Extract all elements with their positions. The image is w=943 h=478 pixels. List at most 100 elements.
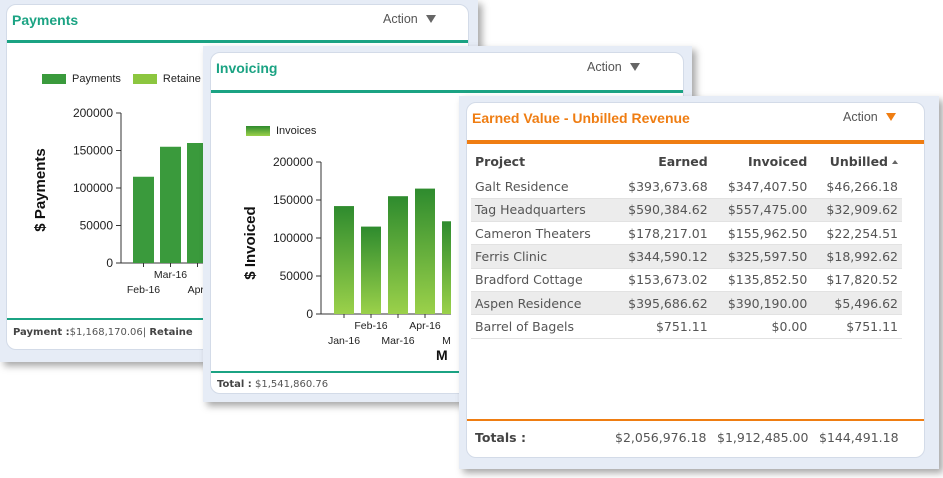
invoicing-chart: $ Invoiced 0 50000 100000 150000 200000 Jan-16… [242,155,451,347]
totals-label: Totals : [475,430,526,445]
y-axis-title: $ Invoiced [242,206,259,279]
cell-earned: $153,673.02 [612,268,712,292]
cell-unbilled: $32,909.62 [811,198,902,223]
cell-earned: $395,686.62 [612,291,712,316]
table-row[interactable]: Barrel of Bagels $751.11 $0.00 $751.11 [471,314,902,339]
bar [160,146,181,263]
invoicing-title: Invoicing [216,60,278,76]
cell-invoiced: $155,962.50 [711,221,812,246]
x-tick-label: Jan-16 [328,335,360,347]
cell-project: Aspen Residence [471,291,612,316]
column-header-unbilled[interactable]: Unbilled [811,147,902,175]
invoicing-footer: Total : $1,541,860.76 [217,379,328,390]
cell-project: Bradford Cottage [471,268,612,292]
earned-value-table: Project Earned Invoiced Unbilled Galt Re… [471,147,902,339]
cell-unbilled: $5,496.62 [811,291,902,316]
invoicing-legend: Invoices [246,125,316,137]
cell-project: Ferris Clinic [471,244,612,269]
cell-project: Tag Headquarters [471,198,612,223]
chevron-down-icon [629,63,640,71]
chevron-down-icon [425,15,436,23]
y-tick-label: 150000 [73,144,113,158]
legend-label-payments: Payments [72,73,121,85]
cell-invoiced: $135,852.50 [711,268,812,292]
table-row[interactable]: Ferris Clinic $344,590.12 $325,597.50 $1… [471,244,902,269]
y-tick-label: 50000 [80,219,114,233]
sort-ascending-icon [892,160,898,164]
cell-earned: $344,590.12 [612,244,712,269]
earned-value-action-menu[interactable]: Action [843,110,896,124]
table-row[interactable]: Galt Residence $393,673.68 $347,407.50 $… [471,175,902,199]
cell-invoiced: $390,190.00 [711,291,812,316]
payments-action-label: Action [383,12,418,26]
payment-total-label: Payment : [13,327,70,338]
y-tick-label: 100000 [73,181,113,195]
invoicing-header: Invoicing Action [211,53,683,83]
totals-row: Totals : $2,056,976.18 $1,912,485.00 $14… [471,425,902,447]
cell-earned: $178,217.01 [612,221,712,246]
column-header-earned[interactable]: Earned [658,153,708,169]
totals-unbilled: $144,491.18 [819,430,899,445]
payments-header: Payments Action [7,5,468,35]
cell-project: Barrel of Bagels [471,314,612,339]
earned-value-panel: Earned Value - Unbilled Revenue Action P… [466,102,925,458]
table-row[interactable]: Bradford Cottage $153,673.02 $135,852.50… [471,268,902,292]
x-tick-label: Apr- [188,284,207,296]
cell-unbilled: $46,266.18 [811,175,902,199]
x-tick-label: Mar-16 [381,335,414,347]
cell-unbilled: $22,254.51 [811,221,902,246]
x-axis-label-cut: M [436,347,448,363]
y-tick-label: 0 [306,307,313,321]
bar [442,221,451,314]
column-header-invoiced[interactable]: Invoiced [747,153,808,169]
invoicing-action-label: Action [587,60,622,74]
chevron-down-icon [885,113,896,121]
cell-unbilled: $17,820.52 [811,268,902,292]
x-tick-label: Feb-16 [354,320,387,332]
x-tick-label: Apr-16 [409,320,441,332]
column-header-project[interactable]: Project [475,153,526,169]
cell-invoiced: $347,407.50 [711,175,812,199]
y-axis-title: $ Payments [32,148,49,231]
totals-earned: $2,056,976.18 [615,430,707,445]
earned-value-header-rule [467,140,924,144]
cell-invoiced: $325,597.50 [711,244,812,269]
bar [361,226,381,314]
invoice-total-label: Total : [217,379,252,390]
invoicing-header-rule [211,90,683,93]
payments-title: Payments [12,12,79,28]
legend-swatch-retainer [132,74,157,84]
invoicing-action-menu[interactable]: Action [587,60,640,74]
cell-unbilled: $18,992.62 [811,244,902,269]
cell-invoiced: $557,475.00 [711,198,812,223]
table-row[interactable]: Cameron Theaters $178,217.01 $155,962.50… [471,221,902,246]
payments-legend: Payments Retaine [42,73,201,85]
earned-value-footer-rule [467,419,924,421]
cell-project: Galt Residence [471,175,612,199]
y-tick-label: 200000 [73,106,113,120]
table-row[interactable]: Tag Headquarters $590,384.62 $557,475.00… [471,198,902,223]
cell-earned: $393,673.68 [612,175,712,199]
legend-label-invoices: Invoices [276,125,317,137]
invoicing-footer-rule [211,371,683,373]
totals-invoiced: $1,912,485.00 [717,430,809,445]
legend-label-retainer: Retaine [162,73,201,85]
x-tick-label: May [442,335,451,347]
y-tick-label: 50000 [280,269,314,283]
earned-value-action-label: Action [843,110,878,124]
payments-header-rule [7,40,468,43]
table-row[interactable]: Aspen Residence $395,686.62 $390,190.00 … [471,291,902,316]
bar [415,188,435,314]
payments-action-menu[interactable]: Action [383,12,436,26]
payments-footer: Payment :$1,168,170.06| Retaine [13,327,193,338]
cell-unbilled: $751.11 [811,314,902,339]
x-tick-label: Mar-16 [154,269,187,281]
y-tick-label: 100000 [273,231,313,245]
payments-chart: $ Payments 0 50000 100000 150000 200000 Feb-16… [32,106,207,296]
cell-project: Cameron Theaters [471,221,612,246]
y-tick-label: 0 [106,256,113,270]
bar [388,196,408,314]
y-tick-label: 200000 [273,155,313,169]
footer-separator: | [142,327,147,338]
cell-earned: $590,384.62 [612,198,712,223]
